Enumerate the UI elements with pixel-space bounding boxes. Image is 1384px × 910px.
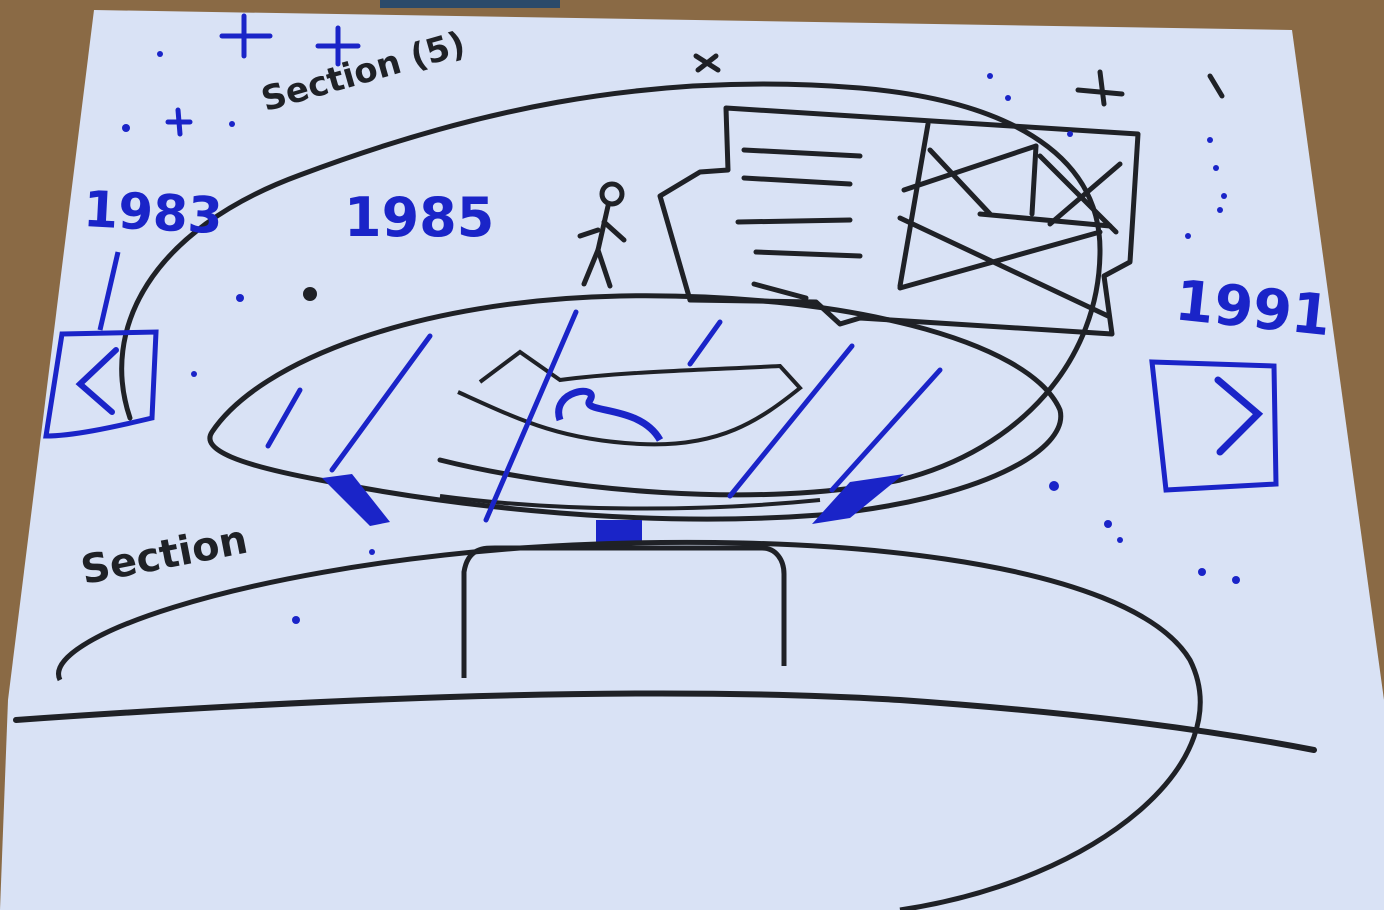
year-label-1983: 1983: [82, 180, 225, 246]
prev-chevron-icon: [75, 347, 119, 415]
arch-shape: [461, 545, 787, 678]
stick-figure: [577, 181, 627, 289]
dish-stripes: [265, 309, 943, 523]
star-crosses: [165, 13, 361, 137]
black-crosses: [693, 53, 1225, 107]
horizon-line: [13, 690, 1317, 753]
dish-inner-curve: [439, 494, 821, 511]
year-label-1985: 1985: [344, 186, 495, 249]
black-dot: [303, 287, 317, 301]
blue-squiggle: [555, 387, 664, 442]
paper-sheet: [0, 10, 1384, 910]
prev-box: [43, 251, 159, 439]
next-chevron-icon: [1214, 376, 1264, 456]
star-dots: [122, 51, 1240, 624]
phone-edge: [380, 0, 560, 8]
building-outline: [657, 105, 1141, 337]
lower-section-ellipse: [56, 539, 1203, 910]
dish-feet: [322, 474, 904, 544]
building-lines: [735, 121, 1123, 319]
next-box: [1149, 359, 1279, 493]
dish-center-shape: [457, 349, 803, 447]
section-outline-loop: [119, 81, 1103, 498]
